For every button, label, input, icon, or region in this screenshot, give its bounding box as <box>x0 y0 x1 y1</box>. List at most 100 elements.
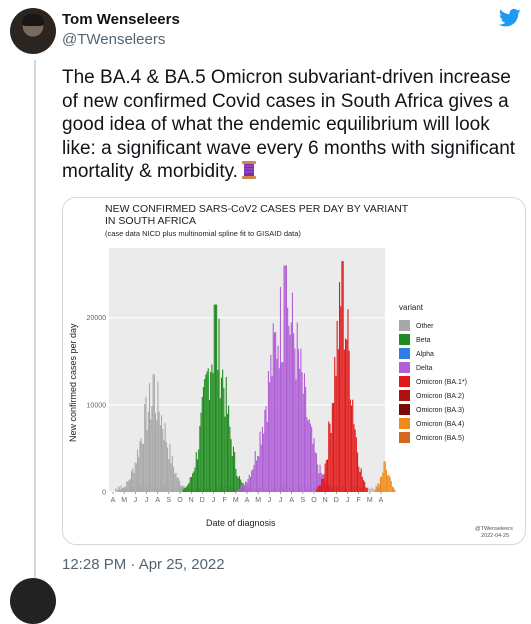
area-bar <box>337 349 339 492</box>
legend-swatch <box>399 418 410 429</box>
area-bar <box>263 433 265 492</box>
x-tick-label: M <box>367 497 373 504</box>
area-bar <box>150 419 152 492</box>
area-bar <box>141 443 143 492</box>
legend-label: Omicron (BA.3) <box>416 407 464 414</box>
area-bar <box>276 358 278 492</box>
area-bar <box>319 464 321 492</box>
area-bar <box>123 486 125 492</box>
area-bar <box>289 334 291 492</box>
area-bar <box>394 489 396 492</box>
author-handle[interactable]: @TWenseleers <box>62 31 166 48</box>
area-bar <box>134 462 136 492</box>
area-bar <box>245 481 247 492</box>
area-bar <box>379 477 381 492</box>
area-bar <box>198 449 200 492</box>
area-bar <box>301 372 303 492</box>
area-bar <box>232 446 234 492</box>
area-bar <box>147 411 149 492</box>
area-bar <box>248 474 250 492</box>
author-avatar[interactable] <box>10 8 56 54</box>
area-bar <box>120 485 122 492</box>
area-bar <box>234 452 236 492</box>
area-bar <box>149 383 151 492</box>
area-bar <box>194 467 196 492</box>
x-tick-label: D <box>200 497 205 504</box>
area-bar <box>119 489 121 492</box>
area-bar <box>328 421 330 492</box>
area-bar <box>220 377 222 492</box>
area-bar <box>381 476 383 492</box>
tweet-media-chart[interactable]: NEW CONFIRMED SARS-CoV2 CASES PER DAY BY… <box>62 197 526 545</box>
area-bar <box>323 474 325 492</box>
area-bar <box>206 371 208 492</box>
area-bar <box>277 345 279 492</box>
area-bar <box>363 480 365 492</box>
legend-swatch <box>399 390 410 401</box>
legend-label: Omicron (BA.4) <box>416 421 464 428</box>
area-bar <box>377 483 379 492</box>
area-bar <box>299 368 301 492</box>
area-bar <box>294 348 296 492</box>
area-bar <box>119 486 121 492</box>
area-bar <box>369 489 371 492</box>
area-bar <box>183 487 185 492</box>
area-bar <box>246 482 248 492</box>
area-bar <box>342 261 344 492</box>
area-bar <box>125 486 127 492</box>
legend-swatch <box>399 334 410 345</box>
y-axis-label: New confirmed cases per day <box>68 323 78 442</box>
twitter-bird-icon[interactable] <box>499 8 521 28</box>
area-bar <box>347 309 349 492</box>
area-bar <box>279 286 281 492</box>
area-bar <box>303 373 305 492</box>
area-bar <box>389 476 391 492</box>
area-bar <box>196 459 198 492</box>
area-bar <box>372 488 374 492</box>
area-bar <box>258 456 260 492</box>
area-bar <box>223 387 225 492</box>
area-bar <box>257 455 259 492</box>
area-bar <box>278 368 280 492</box>
area-bar <box>137 449 139 492</box>
area-bar <box>293 333 295 492</box>
area-bar <box>349 399 351 492</box>
area-bar <box>355 437 357 492</box>
legend-label: Other <box>416 323 434 330</box>
area-bar <box>366 488 368 492</box>
area-bar <box>266 422 268 492</box>
area-bar <box>251 470 253 492</box>
area-bar <box>236 476 238 492</box>
area-bar <box>207 368 209 492</box>
area-bar <box>275 332 277 492</box>
area-bar <box>374 489 375 492</box>
area-bar <box>305 386 307 492</box>
chart-credit-handle: @TWenseleers <box>475 526 513 532</box>
area-bar <box>283 265 285 492</box>
author-name[interactable]: Tom Wenseleers <box>62 11 180 28</box>
area-bar <box>131 470 133 492</box>
area-bar <box>254 451 256 492</box>
area-bar <box>361 476 363 492</box>
area-bar <box>335 375 337 492</box>
area-bar <box>317 486 319 492</box>
legend-swatch <box>399 362 410 373</box>
x-tick-label: D <box>334 497 339 504</box>
x-tick-label: J <box>145 497 149 504</box>
chart-canvas: NEW CONFIRMED SARS-CoV2 CASES PER DAY BY… <box>68 203 513 539</box>
area-bar <box>242 482 244 492</box>
reply-avatar[interactable] <box>10 578 56 624</box>
area-bar <box>132 468 134 492</box>
area-bar <box>272 323 274 492</box>
area-bar <box>255 460 257 492</box>
area-bar <box>285 265 287 492</box>
area-bar <box>151 406 153 492</box>
chart-credit-date: 2022-04-25 <box>481 533 509 539</box>
area-bar <box>371 487 373 492</box>
area-bar <box>260 444 262 492</box>
area-bar <box>167 447 169 492</box>
tweet-timestamp[interactable]: 12:28 PM · Apr 25, 2022 <box>62 556 225 573</box>
area-bar <box>230 439 232 492</box>
area-bar <box>159 425 161 492</box>
area-bar <box>225 376 227 492</box>
